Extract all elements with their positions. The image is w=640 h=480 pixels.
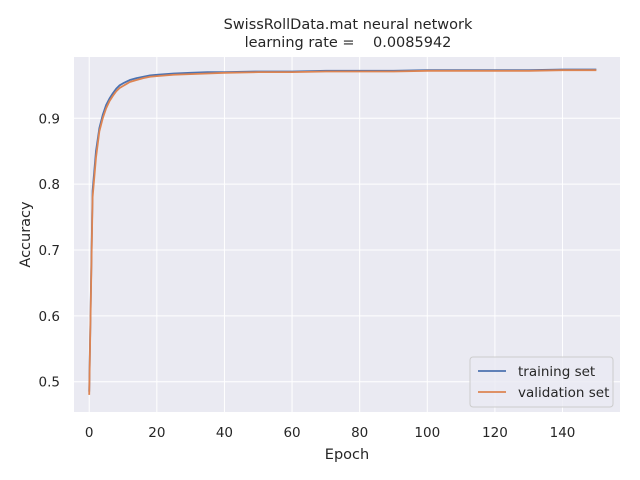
x-tick-label: 20 [148,425,165,441]
x-tick-labels: 0 20 40 60 80 100 120 140 [85,425,576,441]
legend-label-training: training set [518,364,595,380]
x-tick-label: 140 [550,425,576,441]
legend: training set validation set [469,356,614,408]
y-tick-labels: 0.5 0.6 0.7 0.8 0.9 [39,111,60,390]
chart-title: SwissRollData.mat neural network [224,17,473,33]
x-tick-label: 100 [414,425,440,441]
y-tick-label: 0.5 [39,375,60,391]
grid-lines [74,57,620,412]
legend-label-validation: validation set [518,385,609,401]
x-tick-label: 120 [482,425,508,441]
chart-subtitle: learning rate = 0.0085942 [245,35,452,51]
y-tick-label: 0.6 [39,309,60,325]
x-tick-label: 0 [85,425,94,441]
series-lines [88,68,597,395]
plot-area [74,57,620,412]
x-tick-label: 40 [216,425,233,441]
y-tick-label: 0.8 [39,177,60,193]
y-tick-label: 0.9 [39,111,60,127]
x-tick-label: 60 [283,425,300,441]
y-tick-label: 0.7 [39,243,60,259]
x-axis-label: Epoch [325,447,369,463]
legend-box [469,356,614,408]
y-axis-label: Accuracy [18,201,34,268]
x-tick-label: 80 [351,425,368,441]
series-line-validation [88,69,597,395]
